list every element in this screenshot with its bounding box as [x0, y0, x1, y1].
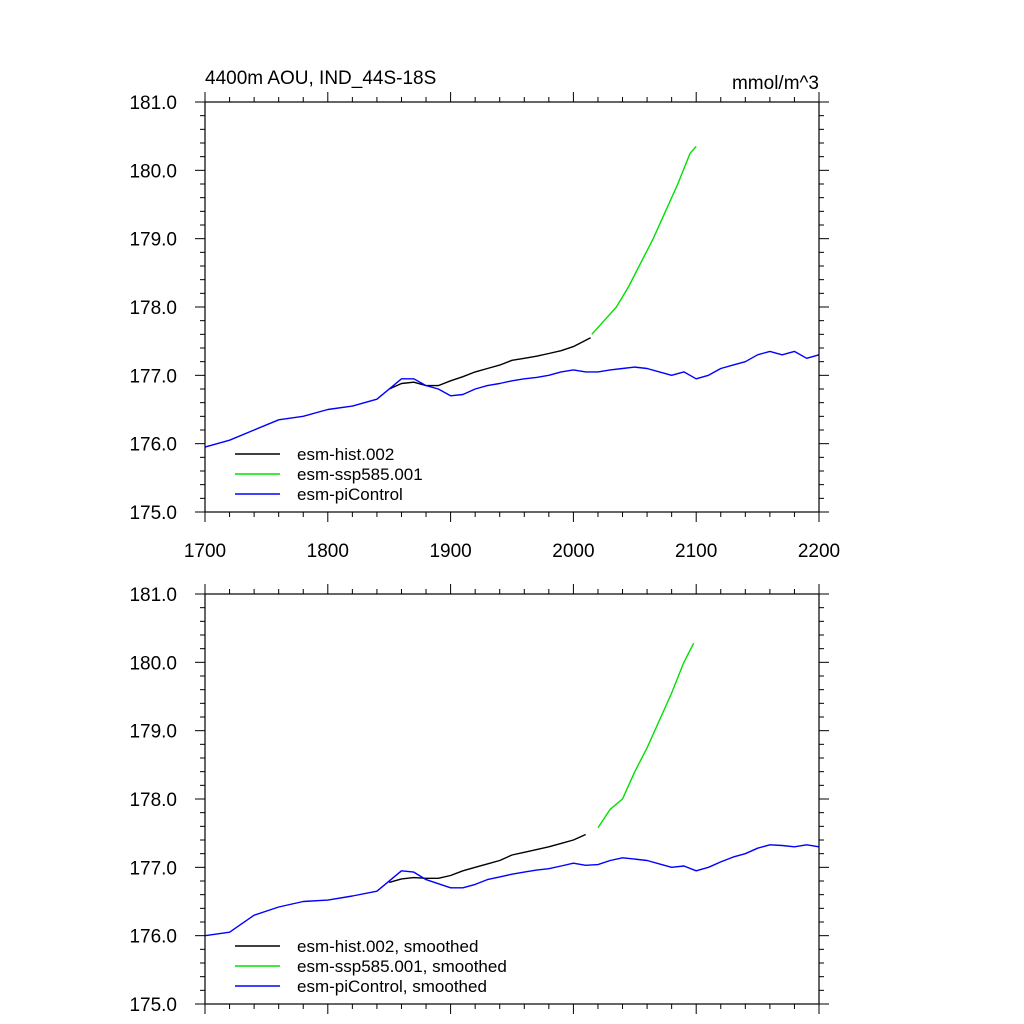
y-tick-label: 175.0 — [129, 995, 177, 1016]
series-line-2 — [204, 844, 820, 937]
x-tick-label: 2200 — [798, 541, 840, 562]
series-line-2 — [204, 350, 820, 448]
bottom-panel: 175.0 176.0 177.0 178.0 179.0 180.0 181.0 esm-h… — [129, 584, 829, 1016]
legend-label-2: esm-piControl — [297, 485, 403, 504]
y-tick-label: 181.0 — [129, 585, 177, 606]
top-panel: 175.0 176.0 177.0 178.0 179.0 180.0 181.0 1700 1… — [129, 68, 840, 562]
y-tick-label: 175.0 — [129, 503, 177, 524]
chart-title: 4400m AOU, IND_44S-18S — [205, 68, 436, 89]
y-tick-label: 176.0 — [129, 435, 177, 456]
y-tick-label: 176.0 — [129, 927, 177, 948]
series-line-0 — [388, 337, 591, 390]
legend-label-0: esm-hist.002 — [297, 445, 394, 464]
x-tick-label: 1900 — [429, 541, 471, 562]
units-label: mmol/m^3 — [732, 73, 819, 94]
y-tick-label: 179.0 — [129, 230, 177, 251]
y-tick-label: 178.0 — [129, 298, 177, 319]
y-tick-label: 181.0 — [129, 93, 177, 114]
y-tick-label: 180.0 — [129, 161, 177, 182]
series-line-0 — [389, 833, 586, 884]
x-tick-label: 2100 — [675, 541, 717, 562]
x-tick-label: 1800 — [307, 541, 349, 562]
legend-label-0: esm-hist.002, smoothed — [297, 937, 478, 956]
x-tick-label: 1700 — [184, 541, 226, 562]
y-tick-label: 178.0 — [129, 790, 177, 811]
y-tick-label: 177.0 — [129, 858, 177, 879]
x-tick-label: 2000 — [552, 541, 594, 562]
legend-label-2: esm-piControl, smoothed — [297, 977, 487, 996]
y-tick-label: 179.0 — [129, 722, 177, 743]
legend-label-1: esm-ssp585.001 — [297, 465, 423, 484]
y-tick-label: 180.0 — [129, 653, 177, 674]
series-line-1 — [597, 642, 695, 829]
legend-label-1: esm-ssp585.001, smoothed — [297, 957, 507, 976]
series-line-1 — [591, 145, 697, 335]
y-tick-label: 177.0 — [129, 366, 177, 387]
